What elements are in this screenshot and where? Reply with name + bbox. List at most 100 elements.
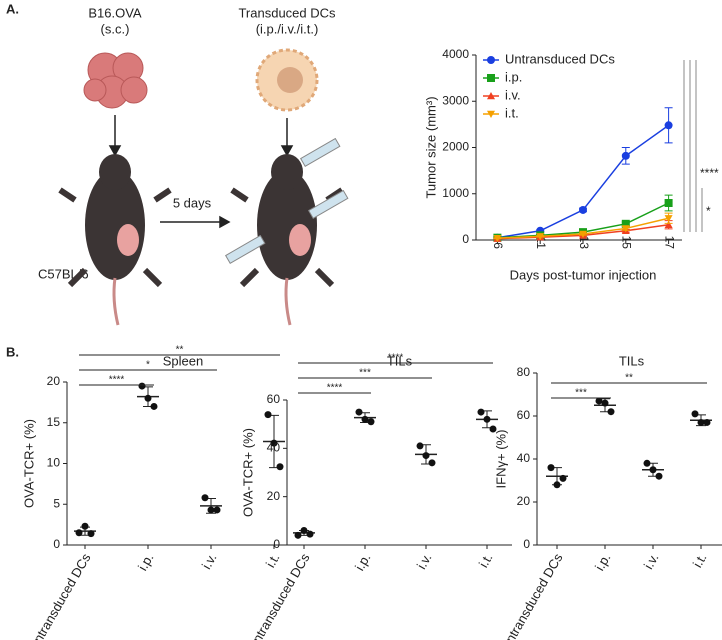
- panel-label: B.: [6, 344, 19, 359]
- data-point: [655, 472, 663, 480]
- legend-label: Untransduced DCs: [505, 51, 615, 66]
- y-tick-label: 60: [517, 408, 531, 422]
- significance: ****: [109, 375, 125, 386]
- significance: ***: [575, 388, 587, 399]
- y-tick-label: 5: [53, 496, 60, 510]
- legend-marker: [487, 56, 495, 64]
- mouse: [58, 154, 344, 326]
- dendritic-cell: [255, 48, 319, 112]
- data-point: [607, 408, 615, 416]
- data-point: [601, 399, 609, 407]
- data-point: [367, 418, 375, 426]
- significance: *: [146, 360, 150, 371]
- significance: ****: [388, 353, 404, 364]
- series-line: [497, 124, 670, 239]
- data-point: [361, 415, 369, 423]
- y-tick-label: 60: [267, 392, 281, 406]
- y-tick-label: 3000: [442, 93, 469, 107]
- data-point: [691, 410, 699, 418]
- data-point: [547, 464, 555, 472]
- data-point: [697, 418, 705, 426]
- x-tick-label: i.p.: [135, 551, 157, 574]
- significance: ****: [327, 383, 343, 394]
- x-tick-label: Untransduced DCs: [26, 550, 94, 640]
- interval-label: 5 days: [173, 195, 212, 210]
- y-tick-label: 1000: [442, 186, 469, 200]
- significance: **: [625, 373, 633, 384]
- significance: **: [176, 345, 184, 356]
- chart-title: Spleen: [163, 353, 203, 368]
- data-point: [144, 394, 152, 402]
- data-point: [300, 527, 308, 534]
- data-point: [355, 408, 363, 416]
- chart-title: TILs: [387, 353, 413, 368]
- y-tick-label: 40: [267, 441, 281, 455]
- data-point: [150, 402, 158, 410]
- significance: ****: [700, 166, 719, 180]
- data-point: [207, 506, 215, 514]
- marker: [621, 219, 630, 228]
- y-tick-label: 0: [53, 537, 60, 551]
- y-tick-label: 80: [517, 365, 531, 379]
- data-point: [703, 418, 711, 426]
- y-tick-label: 20: [517, 494, 531, 508]
- data-point: [416, 442, 424, 450]
- legend-marker: [487, 110, 495, 118]
- y-tick-label: 0: [523, 537, 530, 551]
- y-axis-label: OVA-TCR+ (%): [21, 419, 36, 508]
- legend-marker: [487, 74, 495, 82]
- x-tick-label: i.v.: [199, 551, 220, 572]
- legend-label: i.t.: [505, 105, 519, 120]
- arrows: [108, 115, 294, 229]
- x-tick-label: 6: [491, 242, 505, 249]
- marker: [664, 121, 673, 130]
- significance: ***: [359, 368, 371, 379]
- data-point: [483, 415, 491, 423]
- x-axis-label: Days post-tumor injection: [510, 267, 657, 282]
- data-point: [306, 530, 314, 538]
- data-point: [75, 529, 83, 537]
- y-tick-label: 0: [273, 537, 280, 551]
- y-tick-label: 20: [267, 489, 281, 503]
- y-tick-label: 15: [47, 415, 61, 429]
- marker: [493, 234, 502, 243]
- syringes: [224, 137, 349, 265]
- marker: [664, 220, 673, 228]
- x-tick-label: i.p.: [352, 551, 374, 574]
- marker: [621, 225, 630, 233]
- x-tick-label: i.t.: [690, 551, 710, 570]
- tumor-route: (s.c.): [101, 21, 130, 36]
- data-point: [489, 425, 497, 433]
- significance: *: [706, 204, 711, 218]
- cells-route: (i.p./i.v./i.t.): [256, 21, 319, 36]
- legend-label: i.v.: [505, 87, 521, 102]
- data-point: [87, 530, 95, 538]
- y-tick-label: 10: [47, 456, 61, 470]
- y-tick-label: 0: [462, 232, 469, 246]
- x-tick-label: Untransduced DCs: [498, 550, 566, 640]
- marker: [536, 233, 545, 241]
- data-point: [201, 494, 209, 502]
- data-point: [264, 411, 272, 419]
- x-tick-label: 13: [577, 236, 591, 250]
- data-point: [477, 408, 485, 416]
- data-point: [138, 382, 146, 390]
- y-axis-label: OVA-TCR+ (%): [240, 428, 255, 517]
- data-point: [553, 481, 561, 489]
- marker: [664, 199, 673, 207]
- data-point: [595, 397, 603, 405]
- legend-marker: [487, 92, 495, 100]
- x-tick-label: i.v.: [414, 551, 435, 572]
- data-point: [294, 531, 302, 539]
- data-point: [276, 463, 284, 471]
- x-tick-label: i.t.: [476, 551, 496, 570]
- x-tick-label: 17: [662, 236, 676, 250]
- y-tick-label: 2000: [442, 140, 469, 154]
- data-point: [213, 506, 221, 514]
- data-point: [559, 474, 567, 482]
- y-tick-label: 40: [517, 451, 531, 465]
- panel-label: A.: [6, 1, 19, 16]
- marker: [579, 205, 587, 214]
- legend-label: i.p.: [505, 69, 522, 84]
